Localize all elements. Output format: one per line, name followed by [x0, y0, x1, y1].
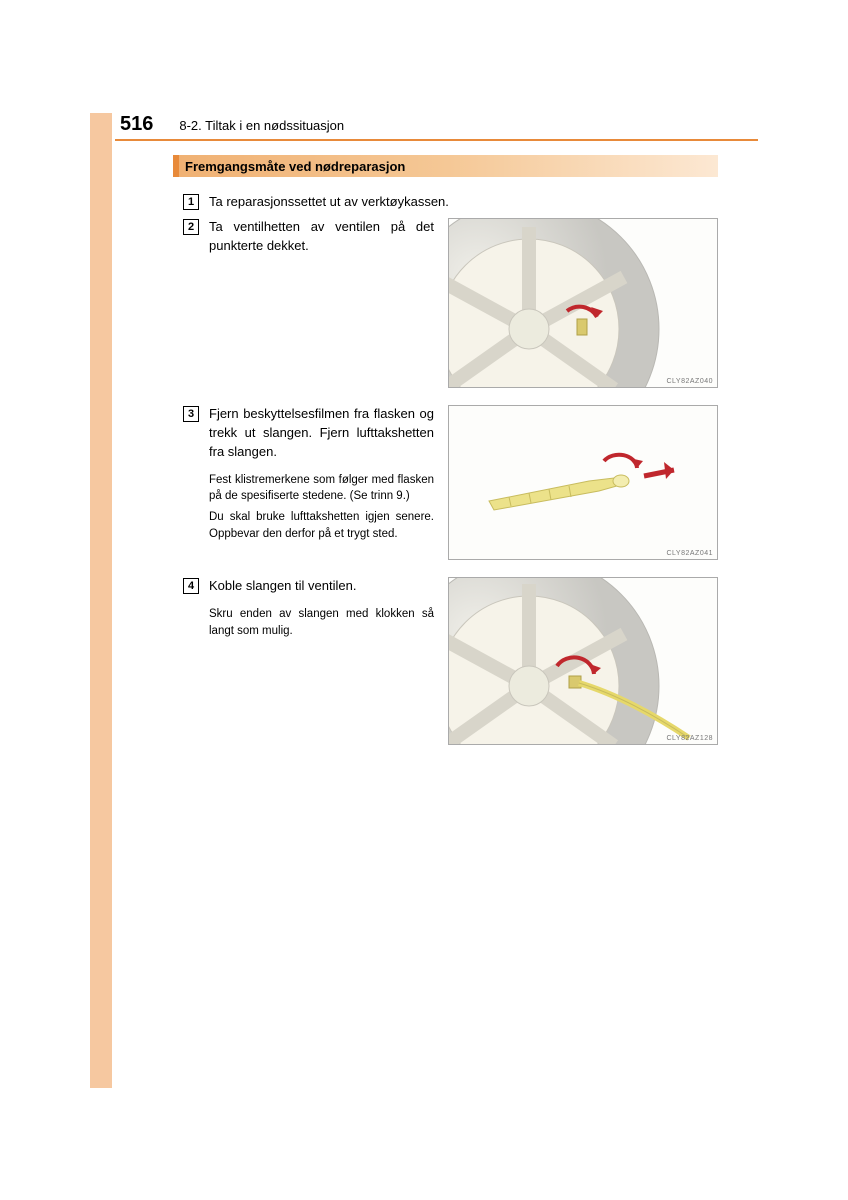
step-3-text: Fjern beskyttelsesfilmen fra flasken og … — [209, 405, 434, 462]
illustration-valve-cap: CLY82AZ040 — [448, 218, 718, 388]
illustration-hose-cap: CLY82AZ041 — [448, 405, 718, 560]
step-number-box: 3 — [183, 406, 199, 422]
step-number-box: 1 — [183, 194, 199, 210]
step-2: 2 Ta ventilhetten av ventilen på det pun… — [183, 218, 718, 388]
page-number: 516 — [120, 113, 153, 136]
illustration-code: CLY82AZ041 — [666, 550, 713, 557]
illustration-code: CLY82AZ040 — [666, 378, 713, 385]
page-header: 516 8-2. Tiltak i en nødssituasjon — [115, 113, 758, 141]
step-3-sub-2: Du skal bruke lufttakshetten igjen sener… — [209, 509, 434, 542]
step-3-sub-1: Fest klistremerkene som følger med flask… — [209, 472, 434, 505]
step-3: 3 Fjern beskyttelsesfilmen fra flasken o… — [183, 405, 718, 560]
step-2-text: Ta ventilhetten av ventilen på det punkt… — [209, 218, 434, 256]
step-4-text: Koble slangen til ventilen. — [209, 577, 434, 596]
side-tab — [90, 113, 112, 1088]
illustration-hose-valve: CLY82AZ128 — [448, 577, 718, 745]
section-title: 8-2. Tiltak i en nødssituasjon — [179, 118, 344, 133]
step-4-sub-1: Skru enden av slangen med klokken så lan… — [209, 606, 434, 639]
step-number-box: 4 — [183, 578, 199, 594]
heading-bar: Fremgangsmåte ved nødreparasjon — [173, 155, 718, 177]
heading-text: Fremgangsmåte ved nødreparasjon — [185, 159, 405, 174]
step-1-text: Ta reparasjonssettet ut av verktøykassen… — [209, 193, 449, 212]
illustration-code: CLY82AZ128 — [666, 735, 713, 742]
step-number-box: 2 — [183, 219, 199, 235]
step-4: 4 Koble slangen til ventilen. Skru enden… — [183, 577, 718, 745]
